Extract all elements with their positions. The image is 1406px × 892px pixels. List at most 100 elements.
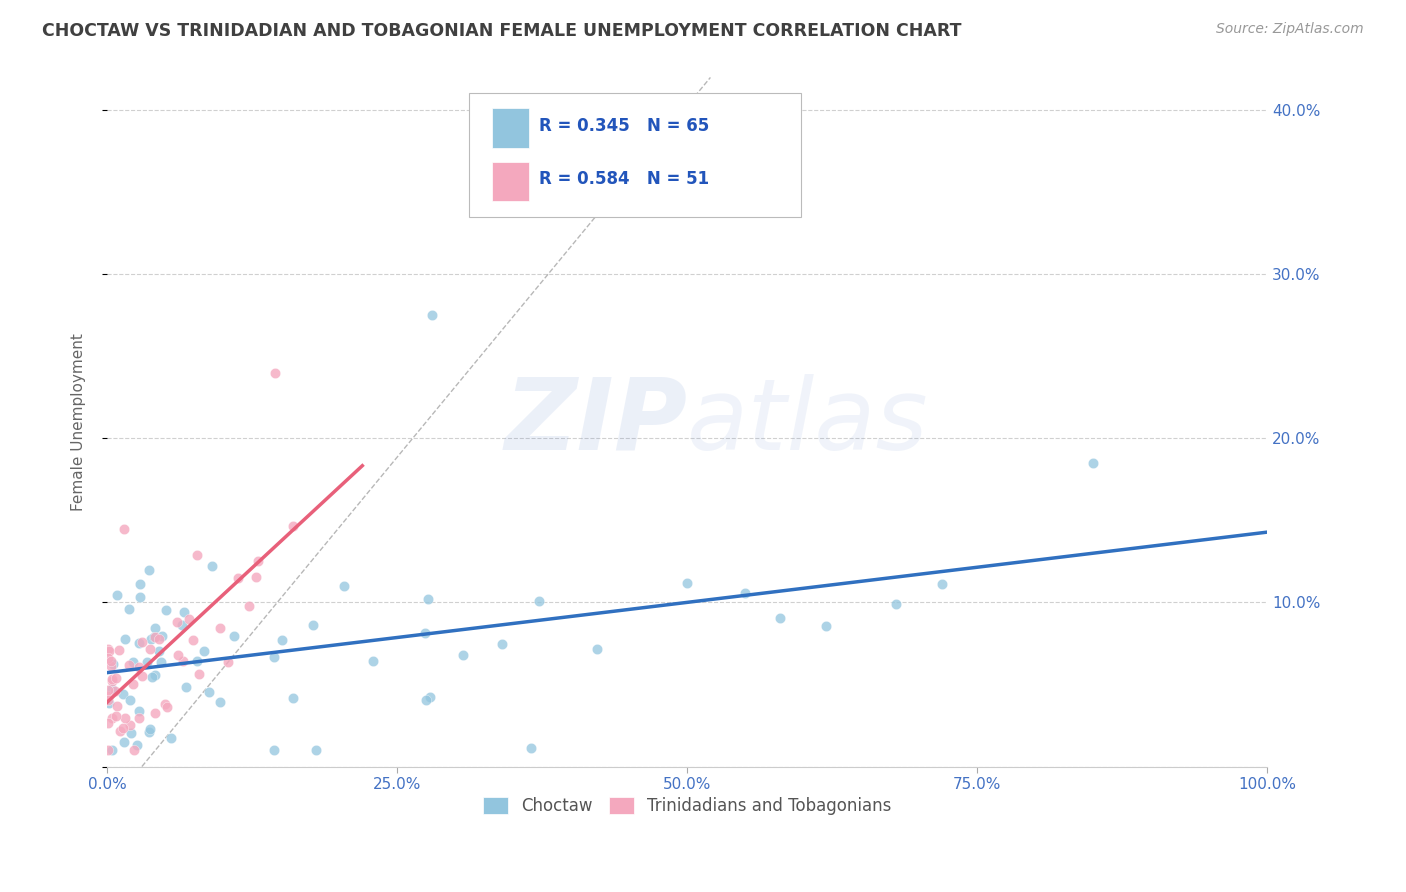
Point [222,629,245,643]
Point [305,743,328,757]
Point [128,711,150,725]
Point [149,655,172,669]
Point [155,697,177,711]
Point [143,706,166,721]
Point [128,704,150,718]
Point [181,633,204,648]
Point [245,570,267,584]
Point [226,571,249,585]
Point [138,724,160,739]
Point [98,696,121,710]
Text: Source: ZipAtlas.com: Source: ZipAtlas.com [1216,22,1364,37]
Point [283,518,305,533]
Point [145,621,167,635]
Point [166,648,188,663]
Point [238,599,260,614]
Text: CHOCTAW VS TRINIDADIAN AND TOBAGONIAN FEMALE UNEMPLOYMENT CORRELATION CHART: CHOCTAW VS TRINIDADIAN AND TOBAGONIAN FE… [42,22,962,40]
Point [114,711,136,725]
Point [170,618,193,632]
Point [100,659,122,673]
Point [105,708,128,723]
Point [148,632,170,646]
Point [186,549,208,563]
Point [152,629,174,643]
Point [931,577,953,591]
Point [118,693,141,707]
Point [120,718,142,732]
Point [148,644,170,658]
Point [139,632,162,646]
Point [815,618,838,632]
Point [166,615,188,629]
Point [143,630,166,644]
Point [451,648,474,663]
Point [129,577,152,591]
Point [104,684,127,698]
Point [105,698,128,713]
Point [120,725,142,739]
Point [415,692,437,706]
Point [302,617,325,632]
Point [97,682,120,697]
Bar [492,161,530,202]
Point [139,722,162,736]
Text: R = 0.584   N = 51: R = 0.584 N = 51 [538,170,709,188]
Point [97,715,120,730]
Point [139,642,162,657]
Point [97,689,120,703]
Text: ZIP: ZIP [505,374,688,470]
Point [193,643,215,657]
Point [198,685,221,699]
FancyBboxPatch shape [470,93,801,218]
Point [100,672,122,686]
Point [98,644,121,658]
Point [97,743,120,757]
Point [270,632,292,647]
Point [173,605,195,619]
Point [141,670,163,684]
Point [100,654,122,668]
Point [128,590,150,604]
Point [283,690,305,705]
Point [127,739,149,753]
Point [156,700,179,714]
Point [209,695,232,709]
Point [122,677,145,691]
Point [124,743,146,757]
Text: atlas: atlas [688,374,929,470]
Point [361,654,384,668]
Point [264,366,287,380]
Point [172,654,194,668]
Point [101,711,124,725]
Point [263,743,285,757]
Point [122,656,145,670]
Point [131,635,153,649]
Point [118,658,141,673]
Point [97,650,120,665]
Point [101,657,124,672]
Point [734,586,756,600]
Point [413,625,436,640]
Point [143,668,166,682]
Point [160,731,183,745]
Point [186,654,208,668]
Point [418,591,440,606]
Point [419,690,441,705]
Point [101,682,124,697]
Point [128,660,150,674]
Point [174,680,197,694]
Point [420,309,443,323]
Point [769,611,792,625]
Point [177,612,200,626]
Y-axis label: Female Unemployment: Female Unemployment [72,333,86,511]
Point [105,588,128,602]
Legend: Choctaw, Trinidadians and Tobagonians: Choctaw, Trinidadians and Tobagonians [474,789,900,823]
Point [333,578,356,592]
Point [138,563,160,577]
Point [884,597,907,611]
Point [97,693,120,707]
Point [209,621,232,635]
Point [155,603,177,617]
Point [108,723,131,738]
Point [247,554,270,568]
